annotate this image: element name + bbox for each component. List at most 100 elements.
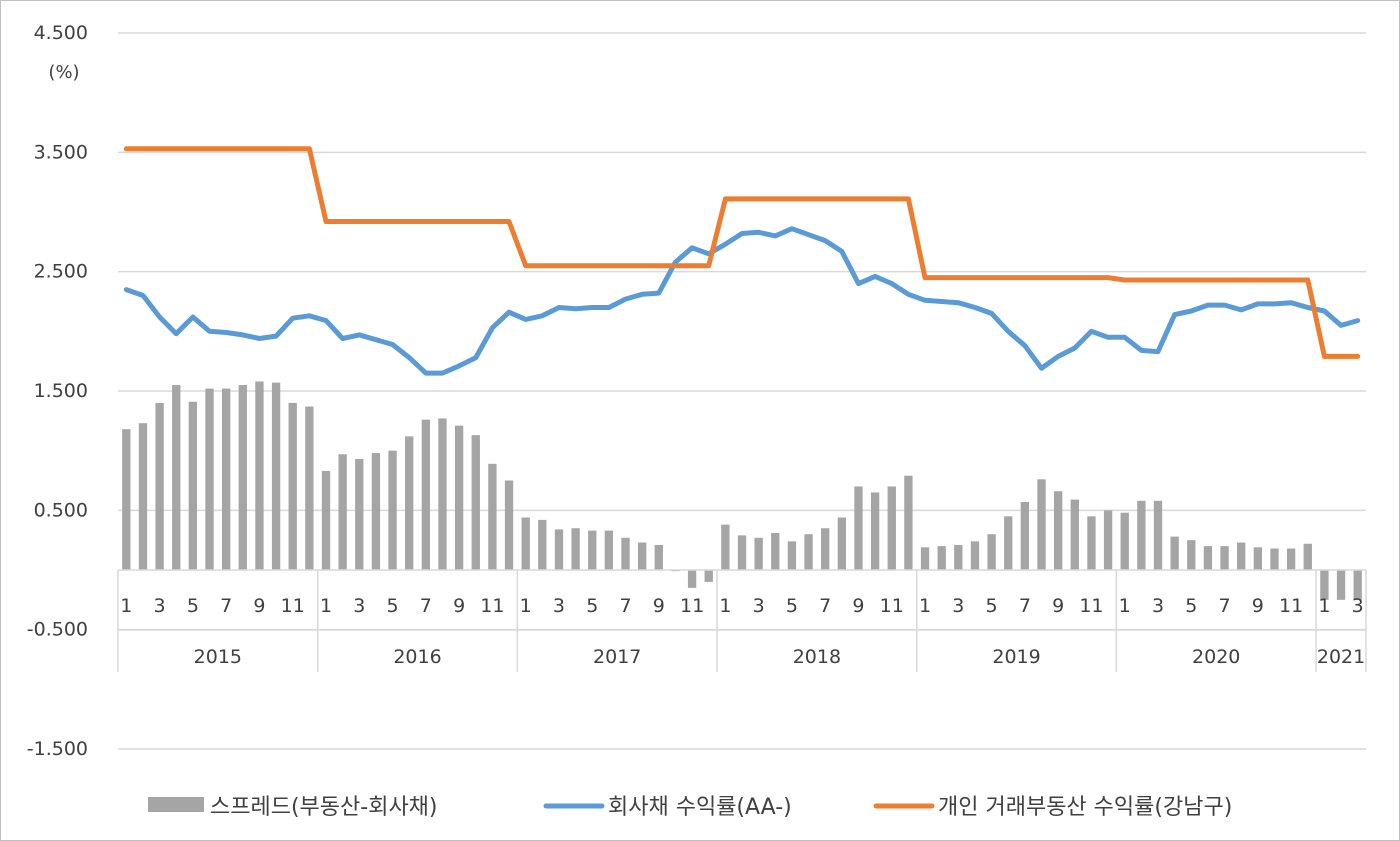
bar bbox=[172, 385, 181, 570]
year-label: 2021 bbox=[1317, 646, 1365, 668]
bar bbox=[1203, 546, 1213, 570]
bar bbox=[870, 492, 880, 570]
x-tick-label: 5 bbox=[387, 595, 399, 617]
x-tick-label: 9 bbox=[852, 595, 864, 617]
bar bbox=[288, 402, 297, 570]
bar bbox=[1103, 510, 1113, 570]
year-label: 2017 bbox=[593, 646, 641, 668]
x-tick-label: 11 bbox=[1279, 595, 1303, 617]
legend-label: 개인 거래부동산 수익률(강남구) bbox=[938, 795, 1232, 820]
x-tick-label: 3 bbox=[1152, 595, 1164, 617]
y-tick-label: 3.500 bbox=[34, 141, 88, 163]
x-tick-label: 7 bbox=[1019, 595, 1031, 617]
bar bbox=[1253, 547, 1262, 570]
y-tick-label: 4.500 bbox=[34, 22, 88, 44]
bar bbox=[1286, 548, 1296, 570]
bar bbox=[704, 570, 713, 582]
bar bbox=[355, 459, 364, 570]
bar bbox=[854, 486, 863, 570]
x-tick-label: 11 bbox=[680, 595, 704, 617]
bar bbox=[987, 534, 996, 570]
bar bbox=[970, 541, 980, 570]
bar-series bbox=[122, 381, 1362, 600]
legend-swatch-bar bbox=[148, 797, 204, 812]
x-tick-label: 7 bbox=[819, 595, 831, 617]
x-tick-label: 3 bbox=[952, 595, 964, 617]
x-tick-label: 5 bbox=[1185, 595, 1197, 617]
gridlines bbox=[118, 32, 1366, 750]
bar bbox=[1336, 570, 1346, 600]
bar bbox=[621, 537, 630, 570]
bar bbox=[604, 530, 614, 570]
bar bbox=[1220, 546, 1229, 570]
bar bbox=[1020, 501, 1030, 570]
x-tick-label: 7 bbox=[619, 595, 631, 617]
bar bbox=[122, 429, 131, 570]
x-tick-label: 3 bbox=[353, 595, 365, 617]
bar bbox=[721, 524, 730, 570]
year-label: 2018 bbox=[793, 646, 841, 668]
bar bbox=[1153, 500, 1163, 570]
x-tick-label: 5 bbox=[586, 595, 598, 617]
bar bbox=[1070, 499, 1079, 570]
bar bbox=[438, 418, 447, 570]
series-line bbox=[123, 146, 1361, 359]
bar bbox=[1170, 536, 1179, 570]
x-tick-label: 9 bbox=[253, 595, 265, 617]
bar bbox=[687, 570, 697, 588]
x-tick-label: 1 bbox=[919, 595, 931, 617]
x-tick-label: 7 bbox=[1219, 595, 1231, 617]
y-tick-label: 2.500 bbox=[34, 261, 88, 283]
bar bbox=[904, 475, 913, 570]
bar bbox=[271, 382, 281, 570]
bar bbox=[1187, 540, 1196, 570]
bar bbox=[821, 528, 830, 570]
x-tick-label: 3 bbox=[553, 595, 565, 617]
bar bbox=[471, 435, 480, 570]
bar bbox=[1270, 548, 1279, 570]
bar bbox=[787, 541, 797, 570]
legend: 스프레드(부동산-회사채) 회사채 수익률(AA-) 개인 거래부동산 수익률(강남… bbox=[148, 795, 1232, 820]
x-tick-label: 3 bbox=[1352, 595, 1364, 617]
x-tick-label: 1 bbox=[520, 595, 532, 617]
x-tick-label: 9 bbox=[653, 595, 665, 617]
bar bbox=[920, 547, 930, 570]
y-tick-label: -0.500 bbox=[27, 619, 88, 641]
year-label: 2015 bbox=[194, 646, 242, 668]
x-tick-label: 5 bbox=[986, 595, 998, 617]
bar bbox=[554, 529, 564, 570]
bar bbox=[754, 537, 763, 570]
y-tick-label: 0.500 bbox=[34, 499, 88, 521]
bar bbox=[305, 406, 314, 570]
bar bbox=[538, 519, 547, 570]
bar bbox=[521, 517, 530, 570]
bar bbox=[338, 454, 347, 570]
bar bbox=[421, 419, 430, 570]
x-tick-label: 11 bbox=[480, 595, 504, 617]
x-tick-label: 5 bbox=[786, 595, 798, 617]
bar bbox=[1303, 543, 1312, 570]
bar bbox=[571, 528, 580, 570]
y-tick-label: 1.500 bbox=[34, 380, 88, 402]
x-tick-label: 1 bbox=[320, 595, 332, 617]
legend-label: 회사채 수익률(AA-) bbox=[608, 795, 792, 820]
series-line bbox=[123, 226, 1361, 376]
year-label: 2020 bbox=[1192, 646, 1240, 668]
bar bbox=[1037, 479, 1046, 570]
bar bbox=[654, 544, 663, 570]
bar bbox=[1320, 570, 1329, 600]
bar bbox=[188, 401, 198, 570]
x-tick-label: 3 bbox=[753, 595, 765, 617]
bar bbox=[588, 530, 597, 570]
bar bbox=[454, 425, 464, 570]
bar bbox=[1087, 516, 1096, 570]
bar bbox=[205, 388, 214, 570]
x-tick-label: 7 bbox=[220, 595, 232, 617]
x-tick-label: 9 bbox=[1052, 595, 1064, 617]
y-tick-label: -1.500 bbox=[27, 738, 88, 760]
bar bbox=[1237, 542, 1246, 570]
bar bbox=[737, 535, 747, 570]
bar bbox=[1137, 500, 1146, 570]
